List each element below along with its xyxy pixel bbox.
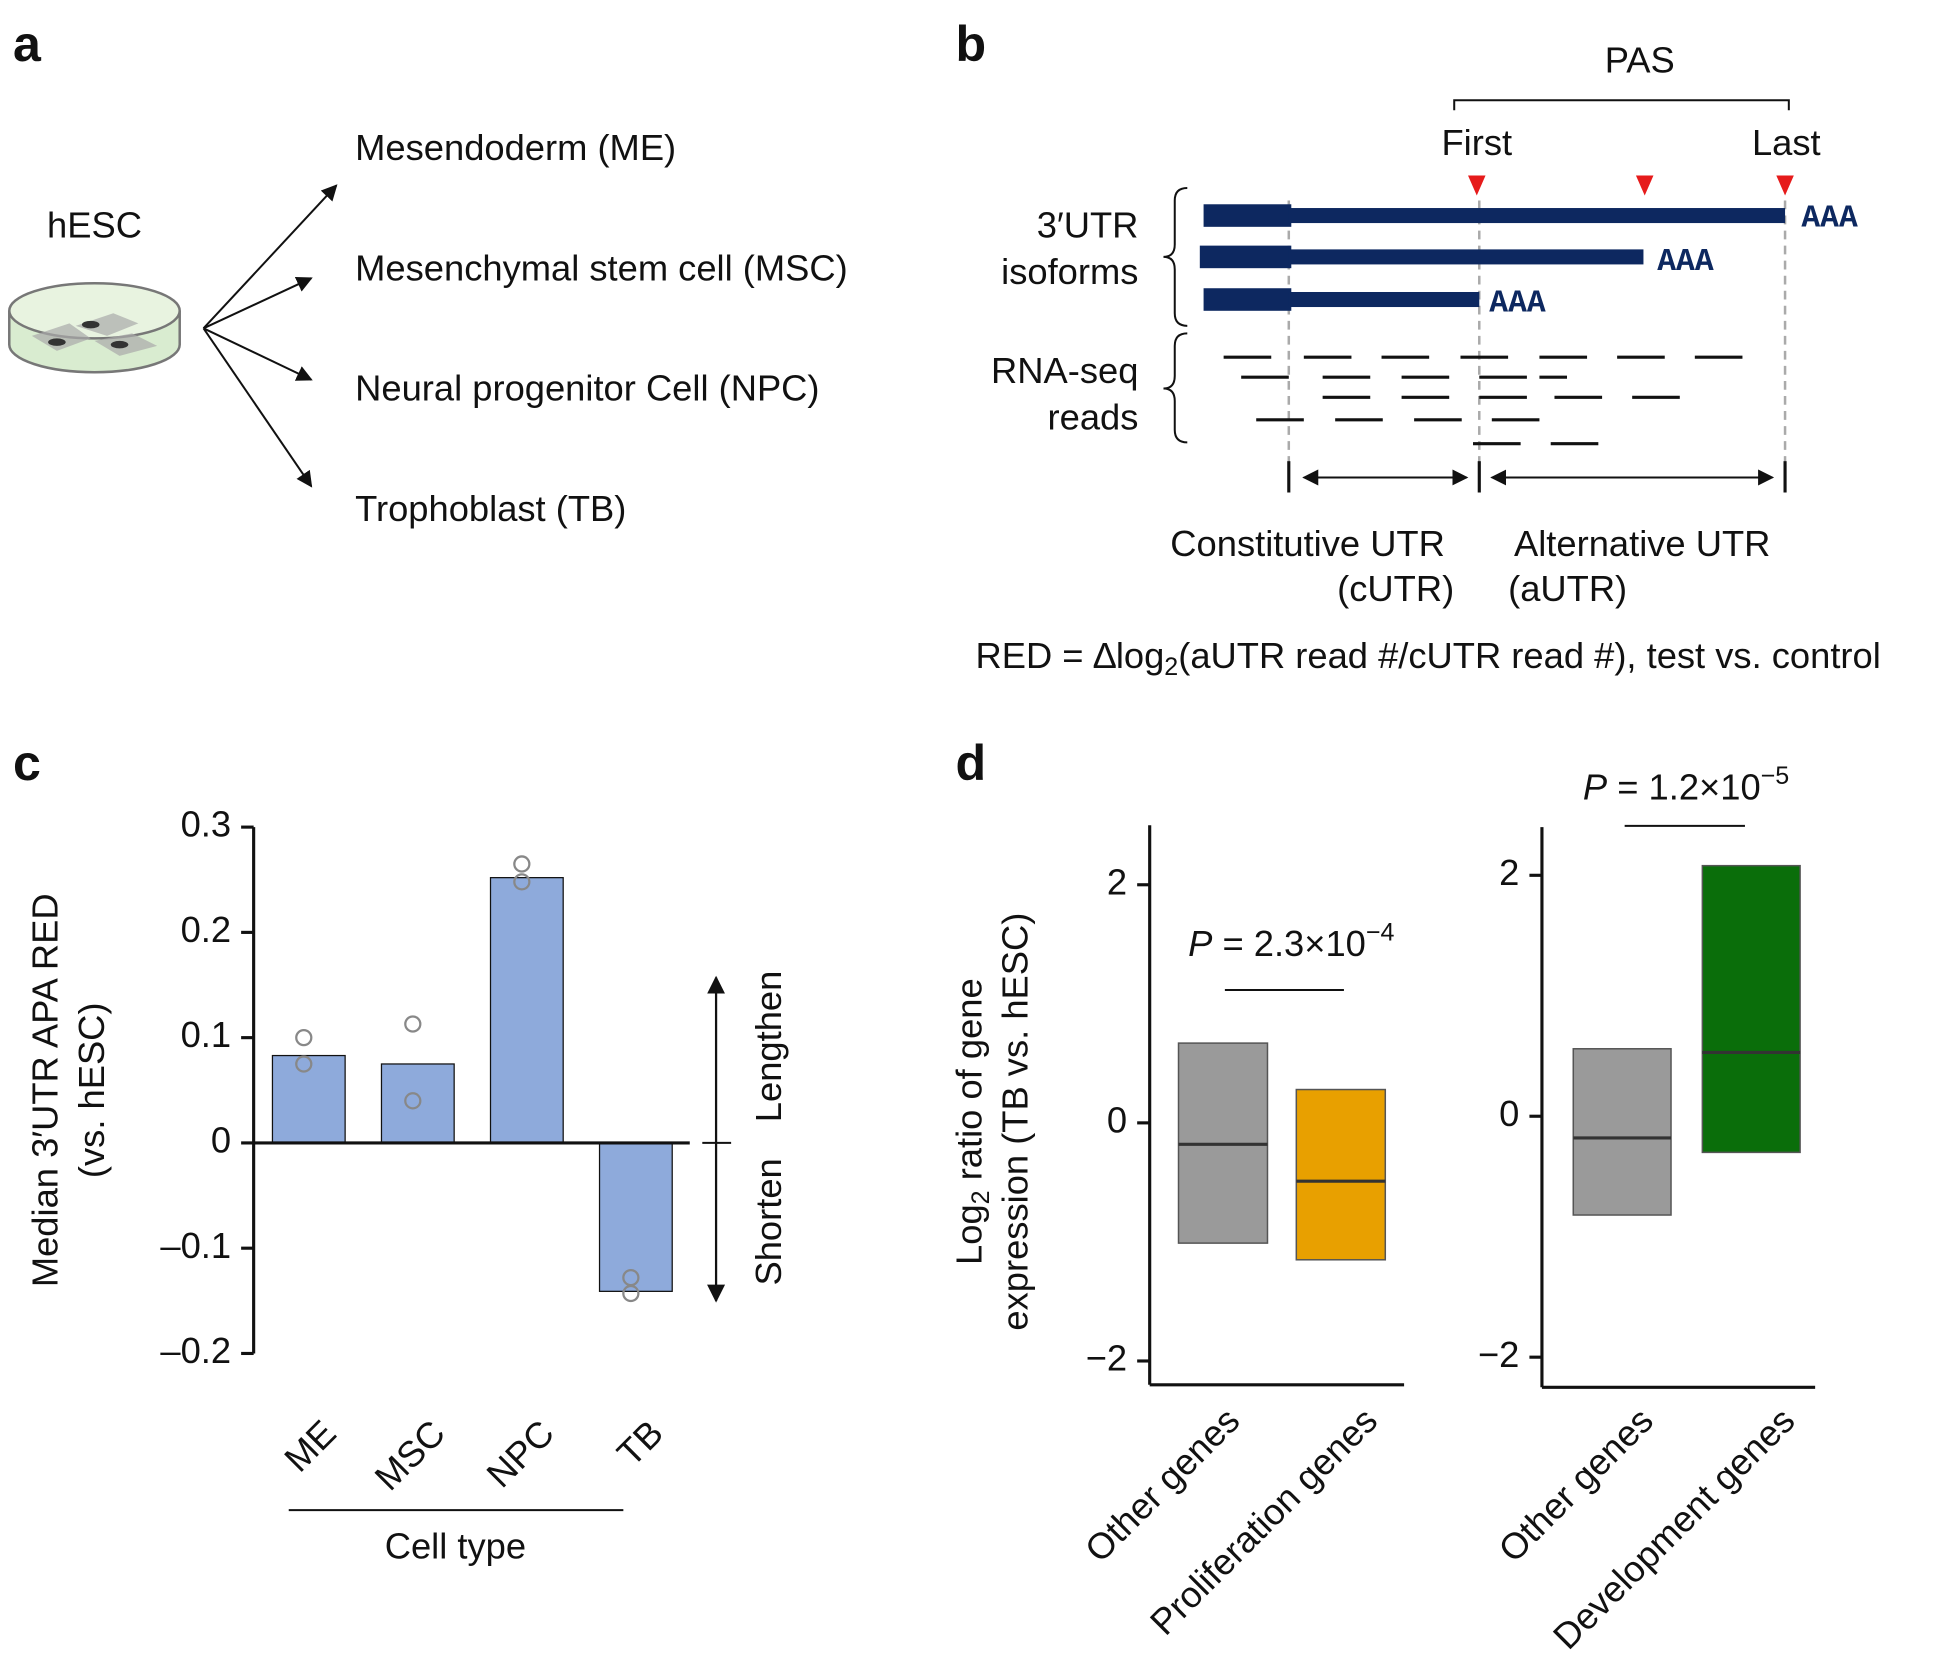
first-label: First <box>1441 122 1512 163</box>
isoforms-label: isoforms <box>1001 251 1138 292</box>
x-tick-label: ME <box>276 1412 344 1480</box>
replicate-point <box>513 855 531 873</box>
poly-a: AAA <box>1657 245 1714 280</box>
formula-part: RED = ∆log <box>975 635 1164 676</box>
bar <box>598 1142 673 1292</box>
p-value: P = 2.3×10−4 <box>1188 918 1394 964</box>
y-label-sub: 2 <box>966 1190 994 1204</box>
formula-sub: 2 <box>1164 653 1178 681</box>
annotation: Shorten <box>748 1158 789 1285</box>
y-tick-label: 0.3 <box>181 804 232 845</box>
y-axis-label: Median 3′UTR APA RED <box>25 893 66 1287</box>
x-tick-label: NPC <box>479 1412 562 1495</box>
poly-a: AAA <box>1801 201 1858 236</box>
autr-label: Alternative UTR <box>1514 523 1770 564</box>
y-tick-label: 0.2 <box>181 909 232 950</box>
isoforms-label: 3′UTR <box>1037 205 1139 246</box>
replicate-point <box>622 1284 640 1303</box>
p-value: P = 1.2×10−5 <box>1583 762 1789 808</box>
y-axis-label: Log2 ratio of gene <box>948 978 994 1265</box>
last-label: Last <box>1752 122 1821 163</box>
p-exp: −4 <box>1366 918 1395 946</box>
target-label: Mesendoderm (ME) <box>355 127 676 168</box>
cutr-label: Constitutive UTR <box>1170 523 1445 564</box>
p-text: = 2.3×10 <box>1212 923 1366 964</box>
replicate-point <box>404 1015 422 1033</box>
p-text: = 1.2×10 <box>1607 766 1761 807</box>
x-tick-label: TB <box>609 1412 671 1474</box>
y-tick-label: 0 <box>1499 1093 1519 1134</box>
annotation: Lengthen <box>748 971 789 1123</box>
replicate-point <box>513 873 531 891</box>
autr-label: (aUTR) <box>1508 568 1627 609</box>
panel-label: b <box>955 16 986 72</box>
charts: 0.3 0.2 0.1 0 –0.1 –0.2 c ME MSC NPC TB Cell type Me… <box>13 735 1816 1657</box>
y-tick-label: 2 <box>1499 852 1519 893</box>
formula: RED = ∆log2(aUTR read #/cUTR read #), te… <box>975 635 1880 681</box>
target-label: Mesenchymal stem cell (MSC) <box>355 247 848 288</box>
reads-label: RNA-seq <box>991 350 1138 391</box>
panel-label: d <box>955 735 986 791</box>
target-label: Neural progenitor Cell (NPC) <box>355 368 819 409</box>
y-tick-label: 0 <box>1107 1099 1127 1140</box>
panel-label: a <box>13 16 42 72</box>
p-exp: −5 <box>1761 762 1790 790</box>
x-tick-label: Development genes <box>1545 1400 1802 1657</box>
x-tick-label: MSC <box>367 1412 453 1498</box>
box <box>1572 1048 1672 1216</box>
bar <box>489 877 564 1144</box>
formula-part: (aUTR read #/cUTR read #), test vs. cont… <box>1178 635 1881 676</box>
y-axis-label: expression (TB vs. hESC) <box>995 913 1036 1331</box>
utr-diagram <box>1163 99 1794 493</box>
dish <box>8 281 181 374</box>
y-tick-label: –0.1 <box>160 1225 231 1266</box>
y-axis-label: (vs. hESC) <box>71 1002 112 1178</box>
replicate-point <box>295 1055 313 1073</box>
cutr-label: (cUTR) <box>1337 568 1454 609</box>
source-label: hESC <box>47 205 142 246</box>
p-italic: P <box>1188 923 1212 964</box>
y-label-part: Log <box>948 1204 989 1265</box>
replicate-point <box>404 1092 422 1110</box>
y-tick-label: 0.1 <box>181 1014 232 1055</box>
y-tick-label: 2 <box>1107 861 1127 902</box>
y-tick-label: –0.2 <box>160 1330 231 1371</box>
poly-a: AAA <box>1489 287 1546 322</box>
p-italic: P <box>1583 766 1607 807</box>
reads-label: reads <box>1048 396 1139 437</box>
pas-label: PAS <box>1605 39 1675 80</box>
bar <box>380 1063 455 1144</box>
arrows <box>202 184 338 488</box>
x-tick-label: Proliferation genes <box>1142 1400 1385 1643</box>
y-tick-label: −2 <box>1478 1334 1519 1375</box>
y-tick-label: 0 <box>211 1120 231 1161</box>
box <box>1295 1088 1387 1261</box>
x-axis-label: Cell type <box>385 1526 526 1567</box>
target-label: Trophoblast (TB) <box>355 488 626 529</box>
y-label-part: ratio of gene <box>948 978 989 1190</box>
panel-label: c <box>13 735 41 791</box>
box <box>1701 864 1801 1154</box>
replicate-point <box>295 1029 313 1047</box>
y-tick-label: −2 <box>1086 1338 1127 1379</box>
